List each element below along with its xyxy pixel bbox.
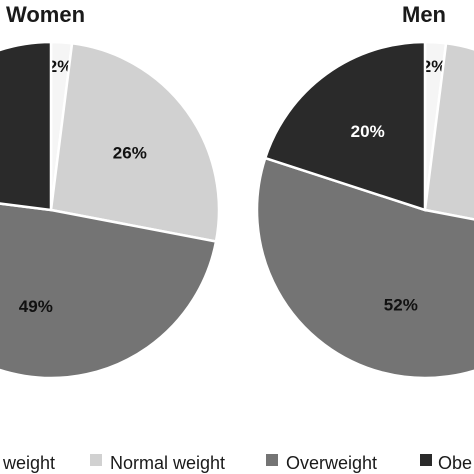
- legend-item-overweight: Overweight: [266, 453, 377, 473]
- legend-label-underweight: weight: [2, 453, 55, 473]
- women-label-normal-weight: 26%: [113, 144, 147, 163]
- men-label-obese: 20%: [351, 122, 385, 141]
- legend-item-obese: Obe: [420, 453, 472, 473]
- women-slice-obese: [0, 40, 53, 212]
- women-slice-overweight: [0, 202, 218, 380]
- legend-item-underweight: weight: [2, 453, 55, 473]
- men-label-underweight: 2%: [422, 57, 447, 76]
- women-slice-normal-weight: [49, 41, 221, 243]
- men-slice-obese: [263, 40, 427, 212]
- men-slice-normal-weight: [423, 41, 474, 221]
- women-label-overweight: 49%: [19, 297, 53, 316]
- legend-label-overweight: Overweight: [286, 453, 377, 473]
- legend: weight Normal weight Overweight Obe: [2, 453, 472, 473]
- women-pie: 2% 26% 49%: [0, 40, 221, 380]
- women-title: Women: [6, 2, 85, 27]
- women-label-underweight: 2%: [48, 57, 73, 76]
- legend-label-obese: Obe: [438, 453, 472, 473]
- men-slice-overweight: [255, 156, 474, 380]
- men-title: Men: [402, 2, 446, 27]
- men-label-overweight: 52%: [384, 295, 418, 314]
- legend-label-normal-weight: Normal weight: [110, 453, 225, 473]
- men-pie: 2% 52% 20%: [255, 40, 474, 380]
- legend-swatch-normal-weight: [90, 454, 102, 466]
- legend-swatch-overweight: [266, 454, 278, 466]
- legend-swatch-obese: [420, 454, 432, 466]
- legend-item-normal-weight: Normal weight: [90, 453, 225, 473]
